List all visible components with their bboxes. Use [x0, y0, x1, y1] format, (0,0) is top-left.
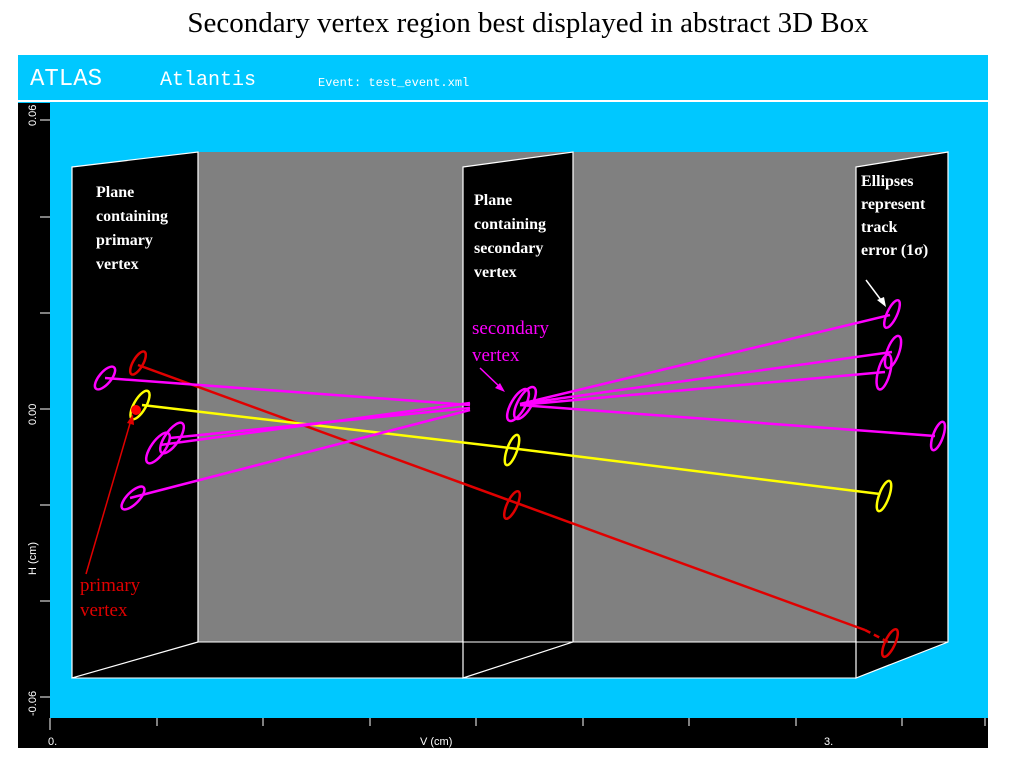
axis-ticks: [40, 119, 986, 730]
arrows: [85, 279, 886, 575]
annotation-line: primary: [80, 575, 141, 596]
annotation-line: vertex: [472, 345, 520, 366]
event-name: Event: test_event.xml: [318, 76, 469, 90]
annotation-line: vertex: [96, 256, 139, 273]
x-tick-label: 0.: [48, 736, 57, 748]
annotation-line: vertex: [80, 600, 128, 621]
annotation-line: containing: [474, 216, 546, 233]
y-tick-label: 0.06: [27, 105, 39, 126]
annotation-line: primary: [96, 232, 153, 249]
experiment: ATLAS: [30, 66, 102, 93]
annotation-line: error (1σ): [861, 242, 928, 259]
y-axis-label: H (cm): [27, 542, 39, 575]
annotation-line: represent: [861, 196, 926, 213]
annotation-line: Plane: [96, 184, 134, 201]
annotation-line: vertex: [474, 264, 517, 281]
x-tick-label: 3.: [824, 736, 833, 748]
x-axis-strip: [18, 718, 988, 748]
annotation-line: track: [861, 219, 898, 236]
program: Atlantis: [160, 69, 256, 92]
annotation-line: Plane: [474, 192, 512, 209]
annotation-line: containing: [96, 208, 168, 225]
y-tick-label: -0.06: [27, 691, 39, 716]
annotation-line: secondary: [474, 240, 543, 257]
slide-title: Secondary vertex region best displayed i…: [187, 7, 869, 39]
box-edges: [72, 641, 948, 679]
y-axis-strip: [18, 103, 50, 718]
error-ellipses: [93, 298, 947, 659]
tracks: [104, 313, 936, 645]
primary-vertex-point: [131, 405, 141, 415]
annotation-line: secondary: [472, 318, 550, 339]
annotation-line: Ellipses: [861, 173, 913, 190]
y-tick-label: 0.00: [27, 404, 39, 425]
x-axis-label: V (cm): [420, 736, 452, 748]
